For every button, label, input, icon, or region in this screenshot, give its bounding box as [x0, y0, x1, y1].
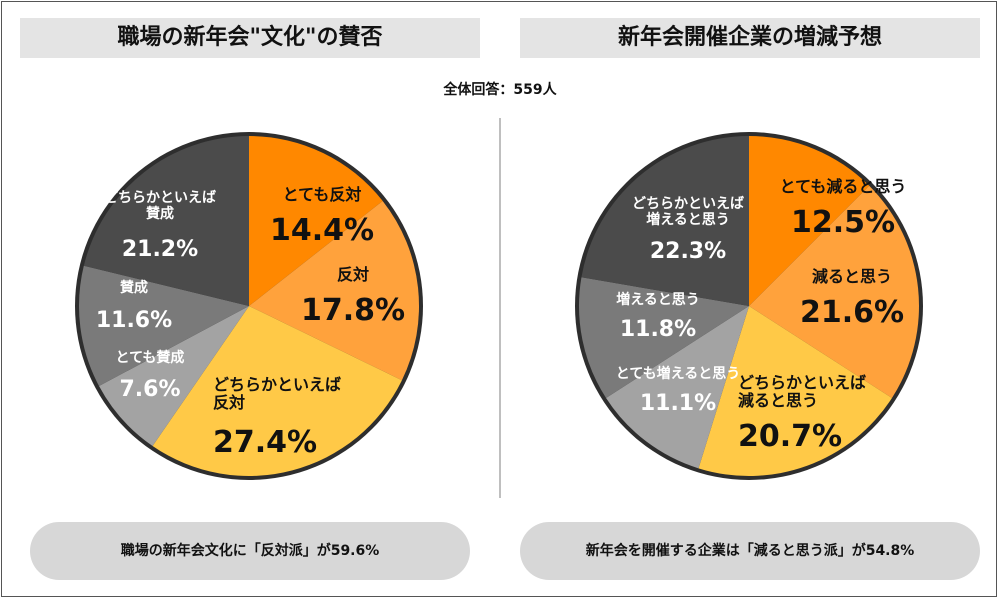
slice-label: 反対 17.8% [301, 265, 405, 328]
slice-name: 反対 [337, 265, 369, 284]
slice-name: 反対 [213, 393, 245, 412]
slice-name: 減ると思う [738, 391, 818, 410]
pie-slice [99, 306, 249, 446]
pie-slice [606, 306, 749, 469]
left-chart-title: 職場の新年会"文化"の賛否 [20, 18, 480, 58]
slice-name: 賛成 [120, 279, 148, 296]
slice-name: とても増えると思う [616, 365, 740, 382]
slice-label: 減ると思う 21.6% [800, 267, 904, 330]
slice-name: とても減ると思う [780, 177, 907, 196]
right-summary-pill: 新年会を開催する企業は「減ると思う派」が54.8% [520, 522, 980, 580]
right-chart-title: 新年会開催企業の増減予想 [520, 18, 980, 58]
slice-value: 21.2% [122, 237, 198, 262]
slice-name: 賛成 [146, 205, 174, 222]
left-summary-pill: 職場の新年会文化に「反対派」が59.6% [30, 522, 470, 580]
slice-name: どちらかといえば [104, 190, 216, 206]
slice-name: とても反対 [283, 185, 362, 204]
slice-value: 7.6% [119, 377, 180, 402]
slice-label: 賛成 11.6% [96, 279, 172, 333]
slice-value: 11.6% [96, 308, 172, 333]
pie-slice [152, 306, 402, 477]
slice-name: どちらかといえば [738, 373, 866, 392]
pie-slice [749, 185, 920, 398]
slice-value: 27.4% [213, 425, 317, 460]
slice-value: 22.3% [650, 239, 726, 264]
pie-slice [83, 136, 249, 306]
slice-value: 12.5% [791, 205, 895, 240]
pie-slice [698, 306, 892, 477]
pie-slice [579, 277, 749, 398]
slice-name: とても賛成 [116, 349, 185, 366]
pie-chart-right: とても減ると思う12.5%減ると思う21.6%どちらかといえば減ると思う20.7… [575, 132, 923, 480]
slice-name: 増えると思う [616, 291, 700, 308]
pie-slice [749, 135, 870, 306]
total-respondents: 全体回答：559人 [443, 82, 557, 98]
pie-slice [249, 136, 383, 306]
slice-label: 増えると思う 11.8% [616, 291, 700, 342]
panel-divider [499, 118, 501, 498]
slice-value: 14.4% [270, 213, 374, 248]
pie-slice [249, 200, 420, 381]
slice-value: 11.1% [640, 391, 716, 416]
slice-value: 17.8% [301, 293, 405, 328]
slice-name: 増えると思う [646, 211, 730, 228]
slice-name: どちらかといえば [632, 196, 744, 212]
slice-name: 減ると思う [812, 267, 892, 286]
pie-chart-left: とても反対14.4%反対17.8%どちらかといえば反対27.4%とても賛成7.6… [75, 132, 423, 480]
slice-label: とても増えると思う 11.1% [616, 365, 740, 416]
pie-slice [78, 265, 249, 387]
slice-label: とても賛成 7.6% [116, 349, 185, 402]
slice-value: 21.6% [800, 295, 904, 330]
slice-label: とても反対 14.4% [270, 185, 374, 248]
slice-value: 20.7% [738, 419, 842, 454]
pie-slice [581, 136, 749, 306]
slice-label: とても減ると思う 12.5% [780, 177, 907, 240]
slice-name: どちらかといえば [213, 375, 341, 394]
slice-value: 11.8% [620, 317, 696, 342]
